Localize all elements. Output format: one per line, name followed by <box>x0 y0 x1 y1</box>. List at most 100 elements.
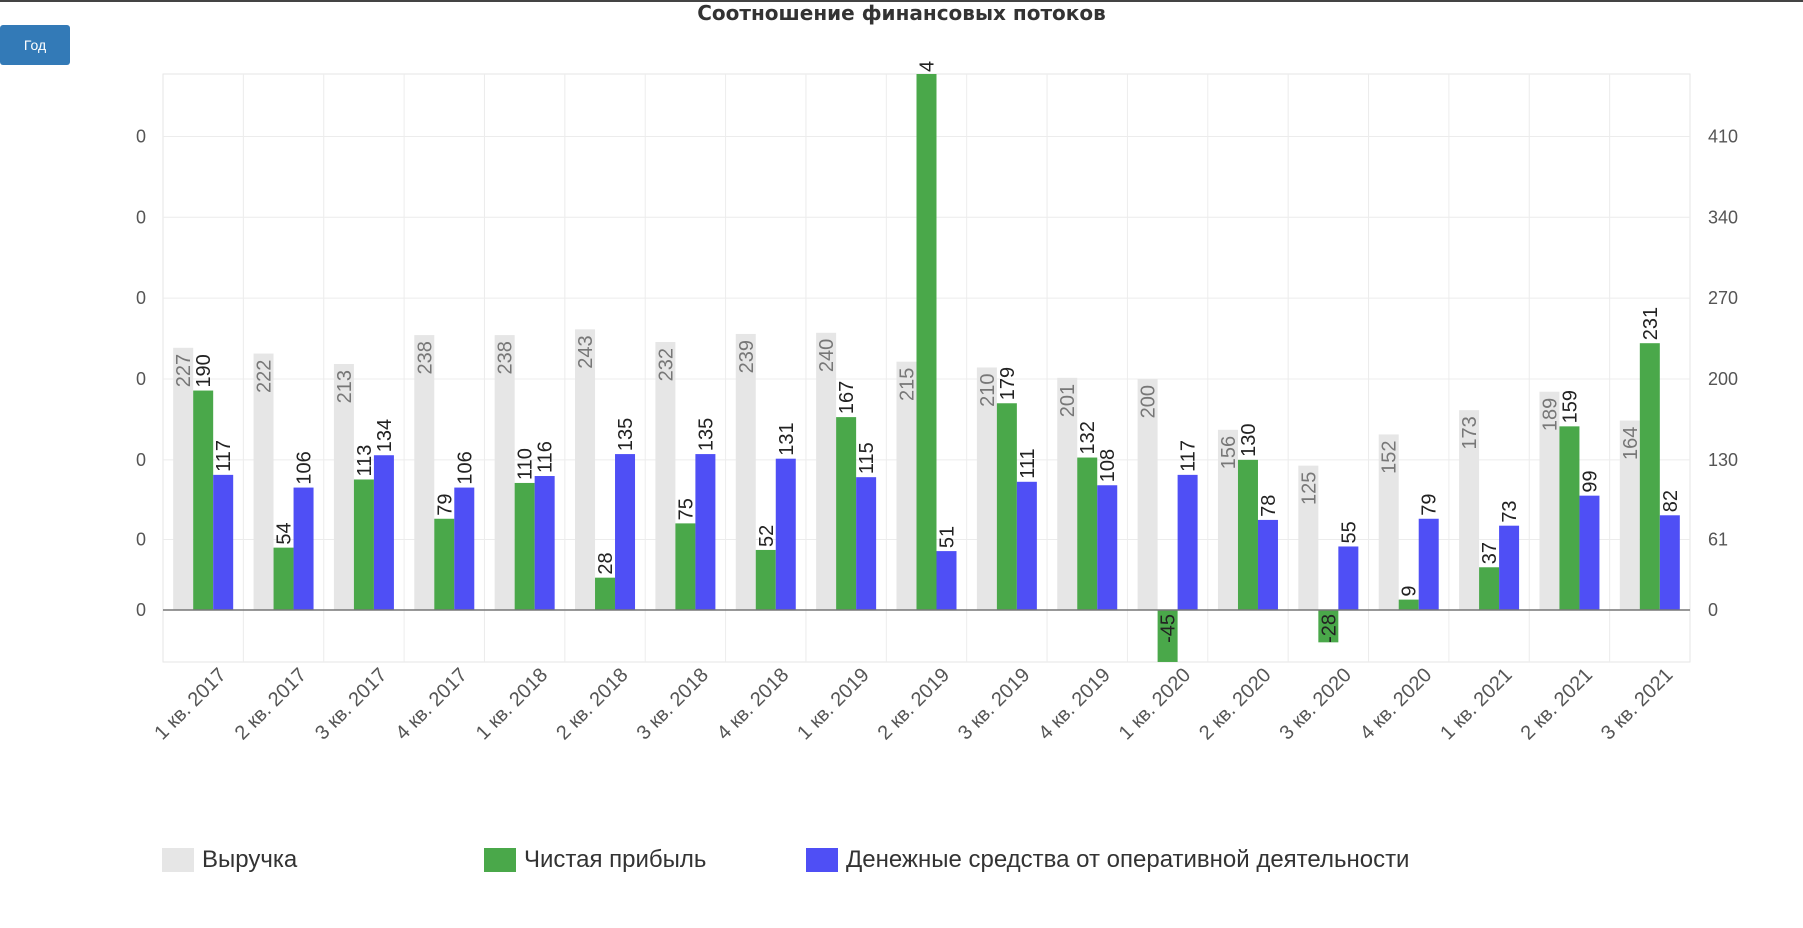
bar-revenue <box>253 353 274 610</box>
bar-operating-cash <box>936 551 957 610</box>
data-label-operating-cash: 117 <box>1178 440 1200 472</box>
legend: Выручка Чистая прибыль Денежные средства… <box>0 843 1803 877</box>
legend-label-operating-cash: Денежные средства от оперативной деятель… <box>846 846 1410 873</box>
bar-revenue <box>896 361 917 610</box>
right-axis-tick-label: 340 <box>1708 207 1738 227</box>
left-axis-tick-label: 0 <box>136 207 146 227</box>
data-label-operating-cash: 131 <box>776 422 798 455</box>
x-axis-tick-label: 1 кв. 2021 <box>1436 664 1516 744</box>
data-label-operating-cash: 108 <box>1097 449 1119 482</box>
right-axis-tick-label: 410 <box>1708 126 1738 146</box>
bar-operating-cash <box>695 454 716 610</box>
x-axis-tick-label: 3 кв. 2019 <box>954 664 1034 744</box>
x-axis-tick-label: 2 кв. 2021 <box>1517 664 1597 744</box>
bar-net-profit <box>1318 610 1339 643</box>
data-label-revenue: 125 <box>1298 472 1320 505</box>
legend-swatch-operating-cash <box>806 848 838 872</box>
data-label-net-profit: 179 <box>997 367 1019 400</box>
data-label-net-profit: 167 <box>836 381 858 414</box>
data-label-revenue: 232 <box>655 348 677 381</box>
data-label-net-profit: 130 <box>1238 423 1260 456</box>
bar-operating-cash <box>454 487 475 610</box>
data-label-revenue: 152 <box>1379 440 1401 473</box>
bar-revenue <box>735 333 756 610</box>
right-axis-tick-label: 270 <box>1708 288 1738 308</box>
x-axis-tick-label: 2 кв. 2020 <box>1195 664 1275 744</box>
data-label-revenue: 164 <box>1620 427 1642 460</box>
bar-operating-cash <box>615 454 636 610</box>
bar-revenue <box>1298 465 1319 610</box>
data-label-operating-cash: 55 <box>1338 521 1360 543</box>
top-border <box>0 0 1803 2</box>
data-label-net-profit: 159 <box>1559 390 1581 423</box>
bar-operating-cash <box>1257 519 1278 610</box>
data-label-operating-cash: 82 <box>1660 490 1682 512</box>
legend-item-net-profit[interactable]: Чистая прибыль <box>484 843 706 877</box>
x-axis-tick-label: 1 кв. 2020 <box>1115 664 1195 744</box>
data-label-net-profit: 54 <box>274 522 296 544</box>
data-label-operating-cash: 116 <box>535 441 557 473</box>
data-label-revenue: 200 <box>1138 385 1160 418</box>
x-axis-tick-label: 2 кв. 2019 <box>874 664 954 744</box>
data-label-operating-cash: 135 <box>695 418 717 451</box>
x-axis-tick-label: 4 кв. 2018 <box>713 664 793 744</box>
data-label-operating-cash: 78 <box>1258 495 1280 517</box>
bar-revenue <box>1619 420 1640 610</box>
bar-revenue <box>1057 377 1078 610</box>
data-label-revenue: 201 <box>1057 384 1079 417</box>
x-axis-tick-label: 1 кв. 2017 <box>150 664 230 744</box>
bar-revenue <box>494 335 515 610</box>
bar-net-profit <box>1559 426 1580 610</box>
x-axis-tick-label: 1 кв. 2019 <box>793 664 873 744</box>
bar-operating-cash <box>373 455 394 610</box>
data-label-net-profit: -45 <box>1158 614 1180 643</box>
right-axis-tick-label: 130 <box>1708 450 1738 470</box>
x-axis-tick-label: 3 кв. 2017 <box>311 664 391 744</box>
x-axis-tick-label: 4 кв. 2019 <box>1034 664 1114 744</box>
legend-item-revenue[interactable]: Выручка <box>162 843 297 877</box>
bar-net-profit <box>1479 567 1500 610</box>
x-axis-tick-label: 3 кв. 2018 <box>633 664 713 744</box>
data-label-revenue: 215 <box>897 368 919 401</box>
bar-net-profit <box>996 403 1017 610</box>
data-label-revenue: 213 <box>334 370 356 403</box>
data-label-revenue: 238 <box>414 341 436 374</box>
data-label-net-profit: 28 <box>595 552 617 574</box>
data-label-operating-cash: 134 <box>374 419 396 452</box>
data-label-revenue: 156 <box>1218 436 1240 469</box>
data-label-revenue: 238 <box>495 341 517 374</box>
bar-revenue <box>333 363 354 610</box>
year-button[interactable]: Год <box>0 25 70 65</box>
data-label-net-profit: -28 <box>1318 614 1340 643</box>
data-label-net-profit: 231 <box>1640 307 1662 340</box>
data-label-revenue: 239 <box>736 340 758 373</box>
bar-revenue <box>414 335 435 610</box>
data-label-net-profit: 190 <box>193 354 215 387</box>
data-label-revenue: 222 <box>254 360 276 393</box>
data-label-net-profit: 79 <box>434 494 456 516</box>
bar-operating-cash <box>293 487 314 610</box>
bar-net-profit <box>916 74 937 610</box>
bar-operating-cash <box>856 477 877 610</box>
data-label-net-profit: 52 <box>756 525 778 547</box>
legend-item-operating-cash[interactable]: Денежные средства от оперативной деятель… <box>806 843 1409 877</box>
left-axis-tick-label: 0 <box>136 288 146 308</box>
bar-revenue <box>1378 434 1399 610</box>
data-label-net-profit: 4 <box>917 61 939 72</box>
data-label-revenue: 210 <box>977 373 999 406</box>
bar-revenue <box>1137 379 1158 610</box>
bar-net-profit <box>1398 599 1419 610</box>
bar-net-profit <box>1077 457 1098 610</box>
left-axis-tick-label: 0 <box>136 530 146 550</box>
data-label-operating-cash: 79 <box>1419 494 1441 516</box>
bar-operating-cash <box>1097 485 1118 610</box>
bar-operating-cash <box>1659 515 1680 610</box>
bar-net-profit <box>836 417 857 610</box>
bar-revenue <box>976 367 997 610</box>
legend-label-net-profit: Чистая прибыль <box>524 846 707 873</box>
bar-operating-cash <box>213 474 234 610</box>
right-axis-tick-label: 200 <box>1708 369 1738 389</box>
data-label-operating-cash: 115 <box>856 442 878 474</box>
bar-net-profit <box>595 577 616 610</box>
left-axis-tick-label: 0 <box>136 600 146 620</box>
